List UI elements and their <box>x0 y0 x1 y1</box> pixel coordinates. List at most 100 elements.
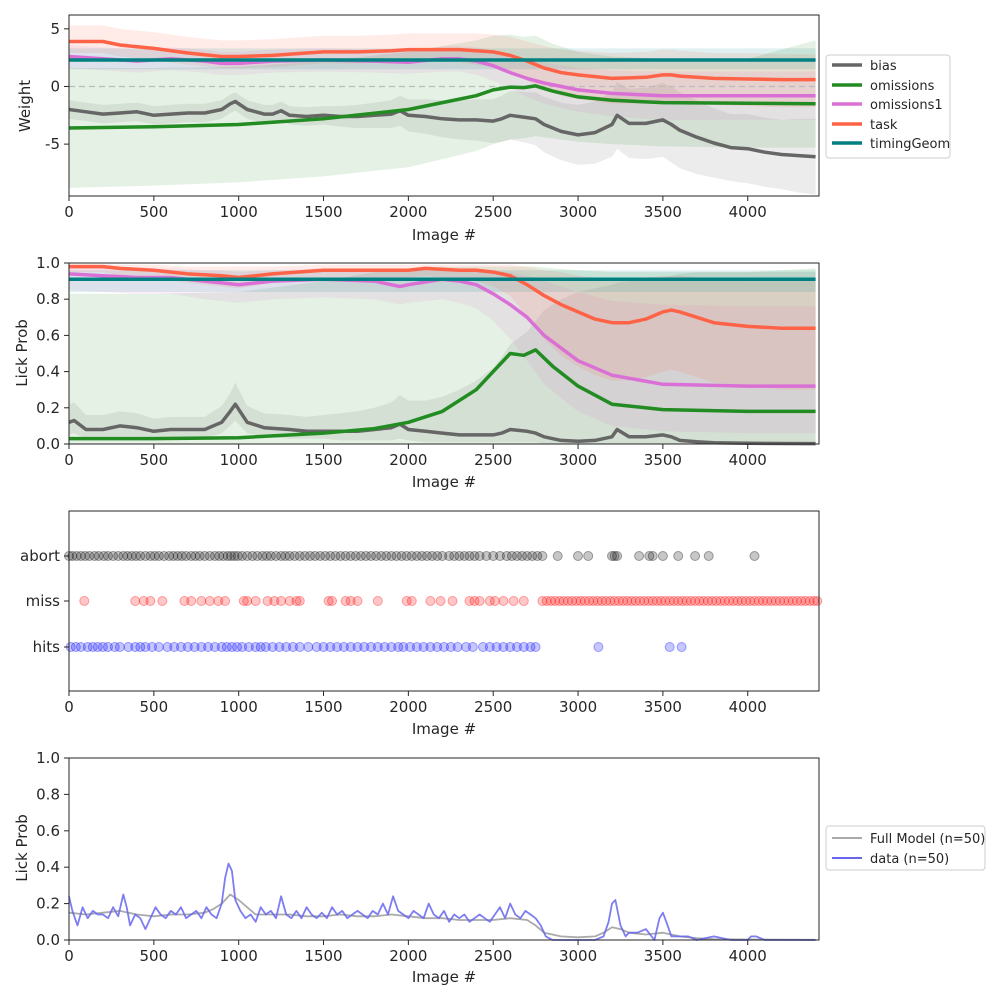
miss-point <box>250 596 261 606</box>
abort-point <box>229 551 240 561</box>
miss-point <box>618 596 628 606</box>
model-data-legend-box <box>825 825 986 871</box>
hits-point <box>267 642 278 652</box>
miss-point <box>323 596 334 606</box>
miss-point <box>588 596 599 606</box>
abort-point <box>126 551 137 561</box>
legend-label-full-model: Full Model (n=50) <box>870 832 985 847</box>
miss-point <box>652 596 662 606</box>
weight-y-ticks: -5 0 5 <box>45 20 69 153</box>
outcome-panel: 0 500 1000 1500 2000 2500 3000 3500 4000 hits mis… <box>20 510 823 738</box>
abort-point <box>261 551 272 561</box>
series-1-line <box>69 348 816 441</box>
miss-point <box>791 596 802 606</box>
miss-point <box>690 596 701 606</box>
hits-point <box>484 642 495 652</box>
miss-point <box>762 596 773 606</box>
hits-point <box>255 642 266 652</box>
hits-point <box>411 642 422 652</box>
x-tick-label-0: 0 <box>64 698 74 716</box>
legend-label-bias: bias <box>870 59 897 74</box>
x-tick-label-3500: 3500 <box>644 698 682 716</box>
abort-point <box>118 551 129 561</box>
hits-point <box>140 642 151 652</box>
y-tick-label-0-2: 0.2 <box>36 399 60 417</box>
hits-point <box>478 642 488 652</box>
hits-point <box>109 642 120 652</box>
abort-point <box>93 551 104 561</box>
hits-point <box>209 642 220 652</box>
miss-point <box>537 596 548 606</box>
miss-point <box>770 596 781 606</box>
miss-point <box>242 596 253 606</box>
hits-point <box>92 642 103 652</box>
x-tick-label-4000: 4000 <box>729 451 767 469</box>
abort-point <box>512 551 522 561</box>
x-tick-label-1500: 1500 <box>304 947 342 965</box>
hits-point <box>294 642 305 652</box>
x-tick-label-3000: 3000 <box>559 203 597 221</box>
omissions-confidence-band <box>69 34 816 188</box>
miss-point <box>668 596 679 606</box>
hits-point <box>405 642 416 652</box>
abort-point <box>84 551 95 561</box>
abort-point <box>366 551 376 561</box>
outcome-points <box>64 551 823 652</box>
y-tick-label-1: 1.0 <box>36 749 60 767</box>
miss-point <box>518 596 529 606</box>
model-data-panel: 0 500 1000 1500 2000 2500 3000 3500 4000 0.00.20… <box>13 749 986 986</box>
miss-point <box>711 596 722 606</box>
x-tick-label-3000: 3000 <box>559 698 597 716</box>
hits-point <box>147 642 158 652</box>
x-tick-label-1000: 1000 <box>220 203 258 221</box>
miss-point <box>474 596 485 606</box>
miss-point <box>766 596 777 606</box>
miss-point <box>605 596 616 606</box>
x-tick-label-2500: 2500 <box>474 947 512 965</box>
abort-point <box>242 551 253 561</box>
model-data-legend: Full Model (n=50) data (n=50) <box>825 825 986 871</box>
lick-prob-x-axis-label: Image # <box>412 473 476 491</box>
miss-point <box>707 596 718 606</box>
abort-point <box>176 551 187 561</box>
abort-point <box>432 551 443 561</box>
legend-label-data: data (n=50) <box>870 852 949 867</box>
hits-point <box>352 642 363 652</box>
hits-point <box>274 642 285 652</box>
abort-point <box>299 551 310 561</box>
y-tick-label-1: 1.0 <box>36 254 60 272</box>
hits-point <box>130 642 141 652</box>
miss-point <box>262 596 273 606</box>
x-tick-label-1500: 1500 <box>304 203 342 221</box>
hits-point <box>82 642 93 652</box>
hits-point <box>676 642 687 652</box>
abort-point <box>474 551 485 561</box>
miss-point <box>660 596 671 606</box>
miss-point <box>779 596 790 606</box>
miss-point <box>220 596 231 606</box>
x-tick-label-3000: 3000 <box>559 947 597 965</box>
miss-point <box>808 596 819 606</box>
y-tick-label-0-8: 0.8 <box>36 785 60 803</box>
bias-line <box>68 99 816 159</box>
abort-point <box>371 551 382 561</box>
miss-point <box>601 596 611 606</box>
miss-point <box>545 596 556 606</box>
hits-point <box>288 642 298 652</box>
miss-point <box>567 596 578 606</box>
abort-point <box>381 551 392 561</box>
abort-point <box>459 551 470 561</box>
miss-point <box>327 596 337 606</box>
abort-point <box>401 551 412 561</box>
miss-point <box>130 596 141 606</box>
miss-point <box>372 596 383 606</box>
hits-point <box>87 642 98 652</box>
abort-point <box>289 551 300 561</box>
hits-point <box>425 642 436 652</box>
abort-point <box>532 551 543 561</box>
abort-point <box>122 551 133 561</box>
hits-point <box>182 642 193 652</box>
hits-point <box>123 642 134 652</box>
abort-point <box>396 551 407 561</box>
abort-point <box>153 551 164 561</box>
